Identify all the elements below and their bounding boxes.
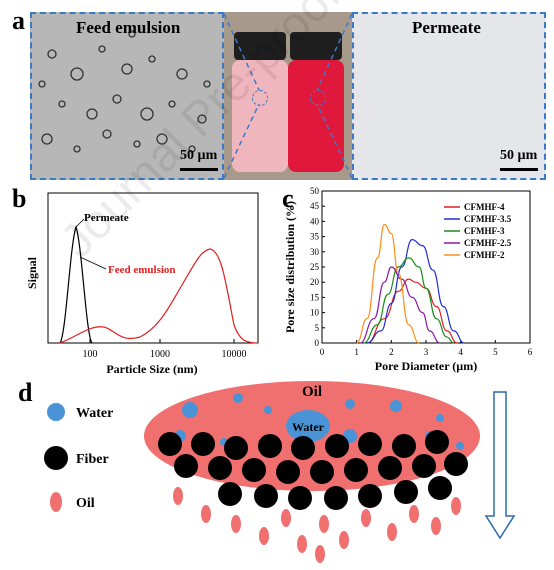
feed-emulsion-curve-label: Feed emulsion xyxy=(108,264,176,276)
permeate-curve xyxy=(59,225,93,344)
tick-1000: 1000 xyxy=(150,349,170,360)
plot-frame-b xyxy=(47,192,259,344)
y-tick-label: 35 xyxy=(310,232,320,242)
pink-vial-zoom-circle xyxy=(252,90,268,106)
separation-schematic: Water Fiber Oil Oil Water xyxy=(44,381,516,563)
series-line-CFMHF-3.5 xyxy=(366,239,465,344)
x-tick-label: 6 xyxy=(528,347,533,357)
panel-a-letter: a xyxy=(12,6,25,35)
feed-emulsion-curve xyxy=(59,248,259,344)
y-tick-label: 0 xyxy=(315,338,320,348)
legend-fiber-icon xyxy=(44,446,68,470)
flow-direction-arrow-icon xyxy=(484,391,516,540)
x-tick-label: 1 xyxy=(354,347,359,357)
y-tick-label: 10 xyxy=(310,308,320,318)
legend-label-CFMHF-2.5: CFMHF-2.5 xyxy=(464,238,512,248)
legend-oil-icon xyxy=(50,492,62,512)
permeate-micrograph: Permeate 50 µm xyxy=(352,12,546,180)
y-axis-label-c: Pore size distribution (%) xyxy=(283,201,297,333)
panel-c-letter: c xyxy=(282,184,294,213)
series-line-CFMHF-4 xyxy=(366,278,458,344)
x-tick-label: 2 xyxy=(389,347,394,357)
legend-fiber-label: Fiber xyxy=(76,452,109,467)
series-line-CFMHF-3 xyxy=(363,257,454,344)
vials-photo xyxy=(224,12,352,180)
y-tick-label: 30 xyxy=(310,247,320,257)
emulsion-droplets xyxy=(38,30,211,153)
feed-emulsion-micrograph: Feed emulsion 50 µm xyxy=(30,12,224,180)
permeate-oil-droplets xyxy=(173,487,461,563)
pink-vial xyxy=(232,60,288,172)
y-tick-label: 5 xyxy=(315,323,320,333)
tick-10000: 10000 xyxy=(222,349,247,360)
legend-oil-label: Oil xyxy=(76,496,95,511)
x-axis-label-b: Particle Size (nm) xyxy=(106,362,197,376)
x-tick-label: 0 xyxy=(320,347,325,357)
x-tick-label: 4 xyxy=(458,347,463,357)
legend-label-CFMHF-3.5: CFMHF-3.5 xyxy=(464,214,512,224)
scale-bar-label-right: 50 µm xyxy=(500,148,538,163)
y-tick-label: 50 xyxy=(310,186,320,196)
scale-bar-left xyxy=(180,168,218,171)
panel-b-letter: b xyxy=(12,184,27,213)
zoom-connector-lines xyxy=(223,13,353,179)
x-axis-label-c: Pore Diameter (µm) xyxy=(375,359,477,373)
panel-d-letter: d xyxy=(18,378,33,407)
fiber-layer xyxy=(158,430,468,510)
permeate-title: Permeate xyxy=(412,18,481,37)
legend-label-CFMHF-3: CFMHF-3 xyxy=(464,226,505,236)
y-tick-label: 40 xyxy=(310,216,320,226)
legend-water-label: Water xyxy=(76,406,113,421)
y-tick-label: 45 xyxy=(310,201,320,211)
x-tick-label: 3 xyxy=(424,347,429,357)
oil-layer-label: Oil xyxy=(302,384,322,400)
red-vial xyxy=(288,60,344,172)
scale-bar-label-left: 50 µm xyxy=(180,148,218,163)
series-line-CFMHF-2.5 xyxy=(359,266,441,344)
legend-label-CFMHF-2: CFMHF-2 xyxy=(464,250,505,260)
x-tick-label: 5 xyxy=(493,347,498,357)
permeate-curve-label: Permeate xyxy=(84,212,129,224)
legend-label-CFMHF-4: CFMHF-4 xyxy=(464,202,505,212)
water-label: Water xyxy=(292,420,325,434)
legend-water-icon xyxy=(47,403,65,421)
series-line-CFMHF-2 xyxy=(356,223,420,344)
feed-emulsion-title: Feed emulsion xyxy=(76,18,181,37)
tick-100: 100 xyxy=(83,349,98,360)
y-tick-label: 15 xyxy=(310,292,320,302)
y-tick-label: 20 xyxy=(310,277,320,287)
particle-size-chart: 100 1000 10000 Particle Size (nm) Signal… xyxy=(25,192,259,376)
y-tick-label: 25 xyxy=(310,262,320,272)
y-axis-label-b: Signal xyxy=(25,256,39,289)
red-vial-zoom-circle xyxy=(310,90,326,106)
scale-bar-right xyxy=(500,168,538,171)
